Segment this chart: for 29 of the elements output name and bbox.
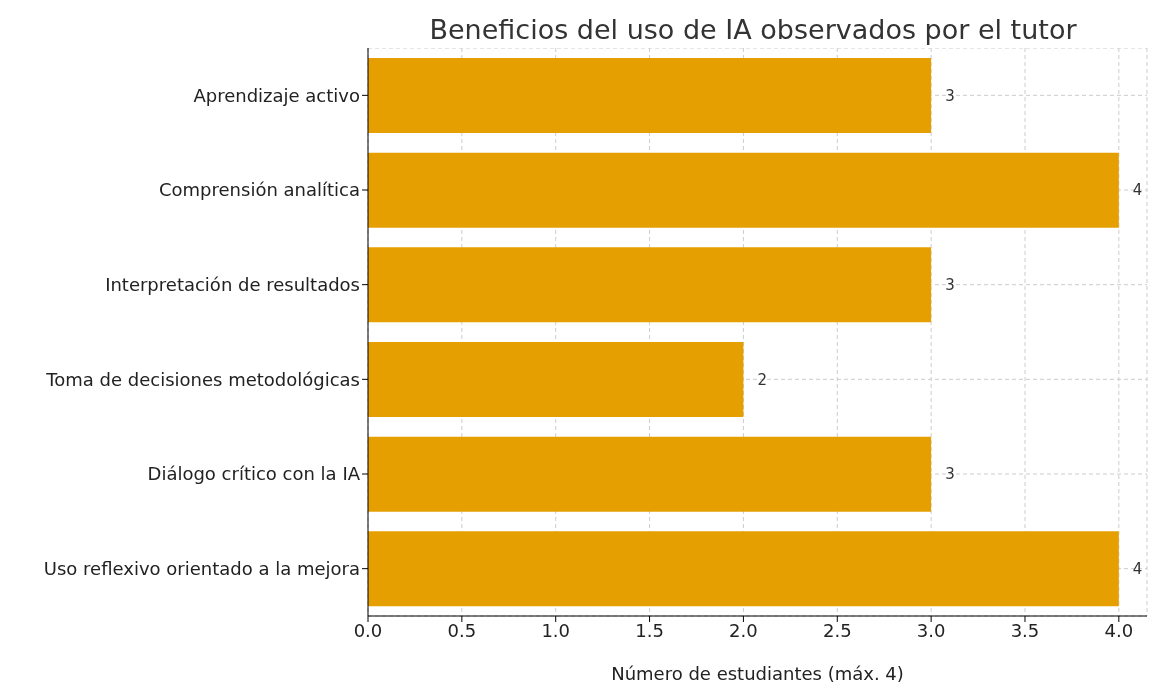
y-tick-label: Diálogo crítico con la IA — [147, 463, 361, 485]
x-tick-label: 2.0 — [729, 619, 758, 641]
data-label: 4 — [1132, 560, 1143, 579]
x-tick-label: 4.0 — [1104, 619, 1134, 641]
x-tick-label: 1.5 — [635, 619, 664, 641]
bar — [368, 436, 932, 512]
y-tick-label: Uso reflexivo orientado a la mejora — [43, 558, 360, 580]
x-tick-label: 3.5 — [1010, 619, 1040, 641]
data-label: 4 — [1132, 181, 1143, 200]
x-tick-label: 0.0 — [353, 619, 383, 641]
data-label: 3 — [945, 86, 955, 105]
x-tick-label: 2.5 — [822, 619, 852, 641]
bar — [368, 531, 1119, 607]
bar — [368, 342, 744, 417]
x-tick-label: 0.5 — [447, 619, 477, 641]
x-axis-title: Número de estudiantes (máx. 4) — [611, 663, 904, 684]
bar — [368, 58, 932, 133]
bar — [368, 247, 932, 323]
data-label: 2 — [757, 370, 767, 389]
data-label: 3 — [945, 276, 955, 295]
data-label: 3 — [945, 465, 955, 484]
x-tick-label: 3.0 — [916, 619, 946, 641]
y-tick-label: Aprendizaje activo — [193, 84, 360, 106]
chart-title: Beneficios del uso de IA observados por el tutor — [428, 14, 1078, 45]
y-tick-label: Toma de decisiones metodológicas — [45, 368, 360, 390]
bar — [368, 152, 1119, 228]
y-tick-label: Comprensión analítica — [158, 179, 360, 201]
x-tick-label: 1.0 — [541, 619, 571, 641]
y-tick-label: Interpretación de resultados — [105, 274, 360, 296]
